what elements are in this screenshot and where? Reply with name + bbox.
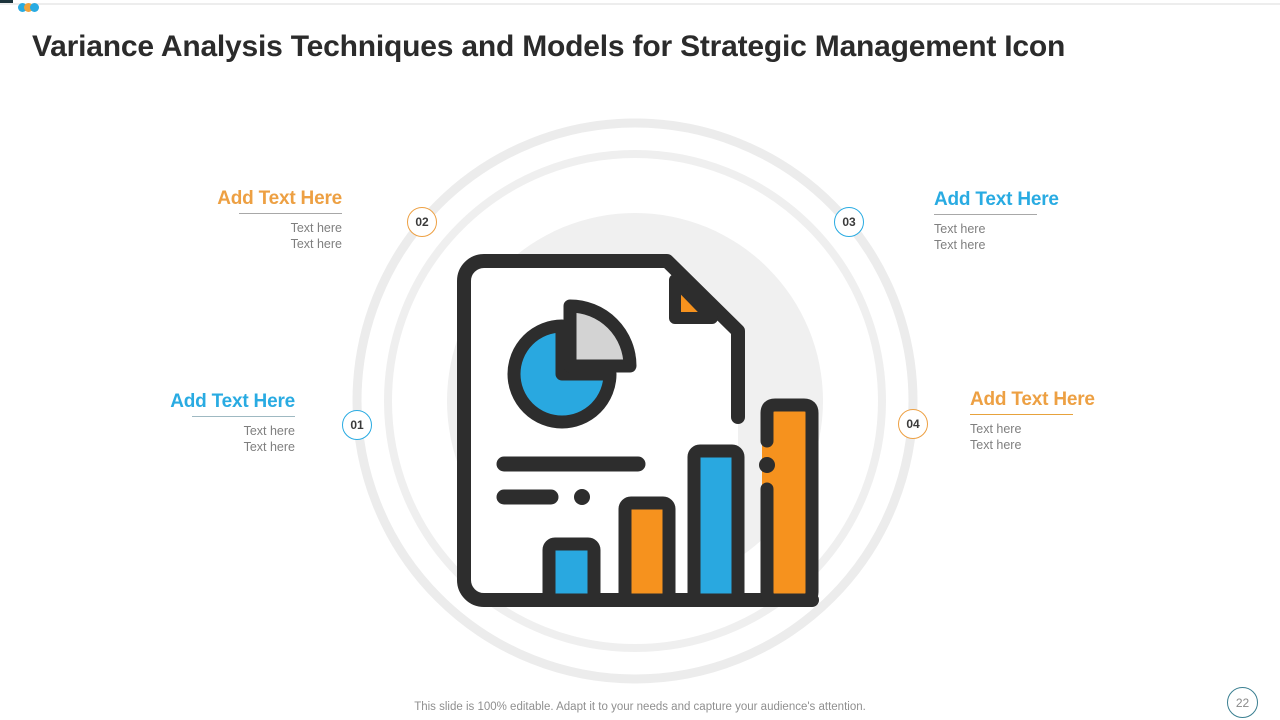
bar-4-outline (760, 398, 819, 607)
heading-underline (934, 214, 1037, 215)
step-number: 03 (842, 215, 856, 229)
placeholder-text-line[interactable]: Text here (290, 221, 342, 235)
dot-blue2-icon (30, 3, 39, 12)
placeholder-text-line[interactable]: Text here (243, 440, 295, 454)
placeholder-text-line[interactable]: Text here (970, 438, 1022, 452)
step-number: 02 (415, 215, 429, 229)
placeholder-heading[interactable]: Add Text Here (970, 389, 1095, 410)
heading-underline (239, 213, 342, 214)
placeholder-text-line[interactable]: Text here (243, 424, 295, 438)
top-left-dark-accent (0, 0, 13, 4)
placeholder-heading[interactable]: Add Text Here (170, 391, 295, 412)
outer-ring (352, 118, 918, 684)
placeholder-text-line[interactable]: Text here (290, 237, 342, 251)
dot-orange-icon (24, 3, 33, 12)
bar-1-blue (542, 537, 601, 607)
label-block-04: Add Text Here Text here Text here (970, 389, 1190, 453)
label-block-02: Add Text Here Text here Text here (122, 188, 342, 252)
step-chip-01[interactable]: 01 (342, 410, 372, 440)
placeholder-text-line[interactable]: Text here (970, 422, 1022, 436)
label-block-01: Add Text Here Text here Text here (75, 391, 295, 455)
text-dot (574, 489, 590, 505)
folded-corner-icon (669, 274, 718, 324)
pie-chart-icon (507, 319, 617, 429)
top-divider-line (0, 3, 1280, 5)
placeholder-heading[interactable]: Add Text Here (934, 189, 1059, 210)
placeholder-text-line[interactable]: Text here (934, 222, 986, 236)
footer-note: This slide is 100% editable. Adapt it to… (414, 701, 866, 713)
page-number: 22 (1235, 695, 1250, 710)
document-outline (457, 254, 819, 607)
pie-slice-icon (563, 299, 637, 373)
step-chip-03[interactable]: 03 (834, 207, 864, 237)
heading-underline (192, 416, 295, 417)
step-number: 04 (906, 417, 920, 431)
bar-2-orange (618, 496, 676, 607)
step-chip-02[interactable]: 02 (407, 207, 437, 237)
label-block-03: Add Text Here Text here Text here (934, 189, 1154, 253)
bar-3-blue (687, 444, 745, 607)
inner-ring (384, 150, 886, 652)
placeholder-heading[interactable]: Add Text Here (217, 188, 342, 209)
heading-underline (970, 414, 1073, 415)
placeholder-text-line[interactable]: Text here (934, 238, 986, 252)
slide-title: Variance Analysis Techniques and Models … (32, 30, 1066, 63)
step-chip-04[interactable]: 04 (898, 409, 928, 439)
logo-dots (18, 3, 39, 12)
page-number-badge: 22 (1227, 687, 1258, 718)
dot-blue-icon (18, 3, 27, 12)
bar-4-dash-dot (759, 457, 775, 473)
step-number: 01 (350, 418, 364, 432)
